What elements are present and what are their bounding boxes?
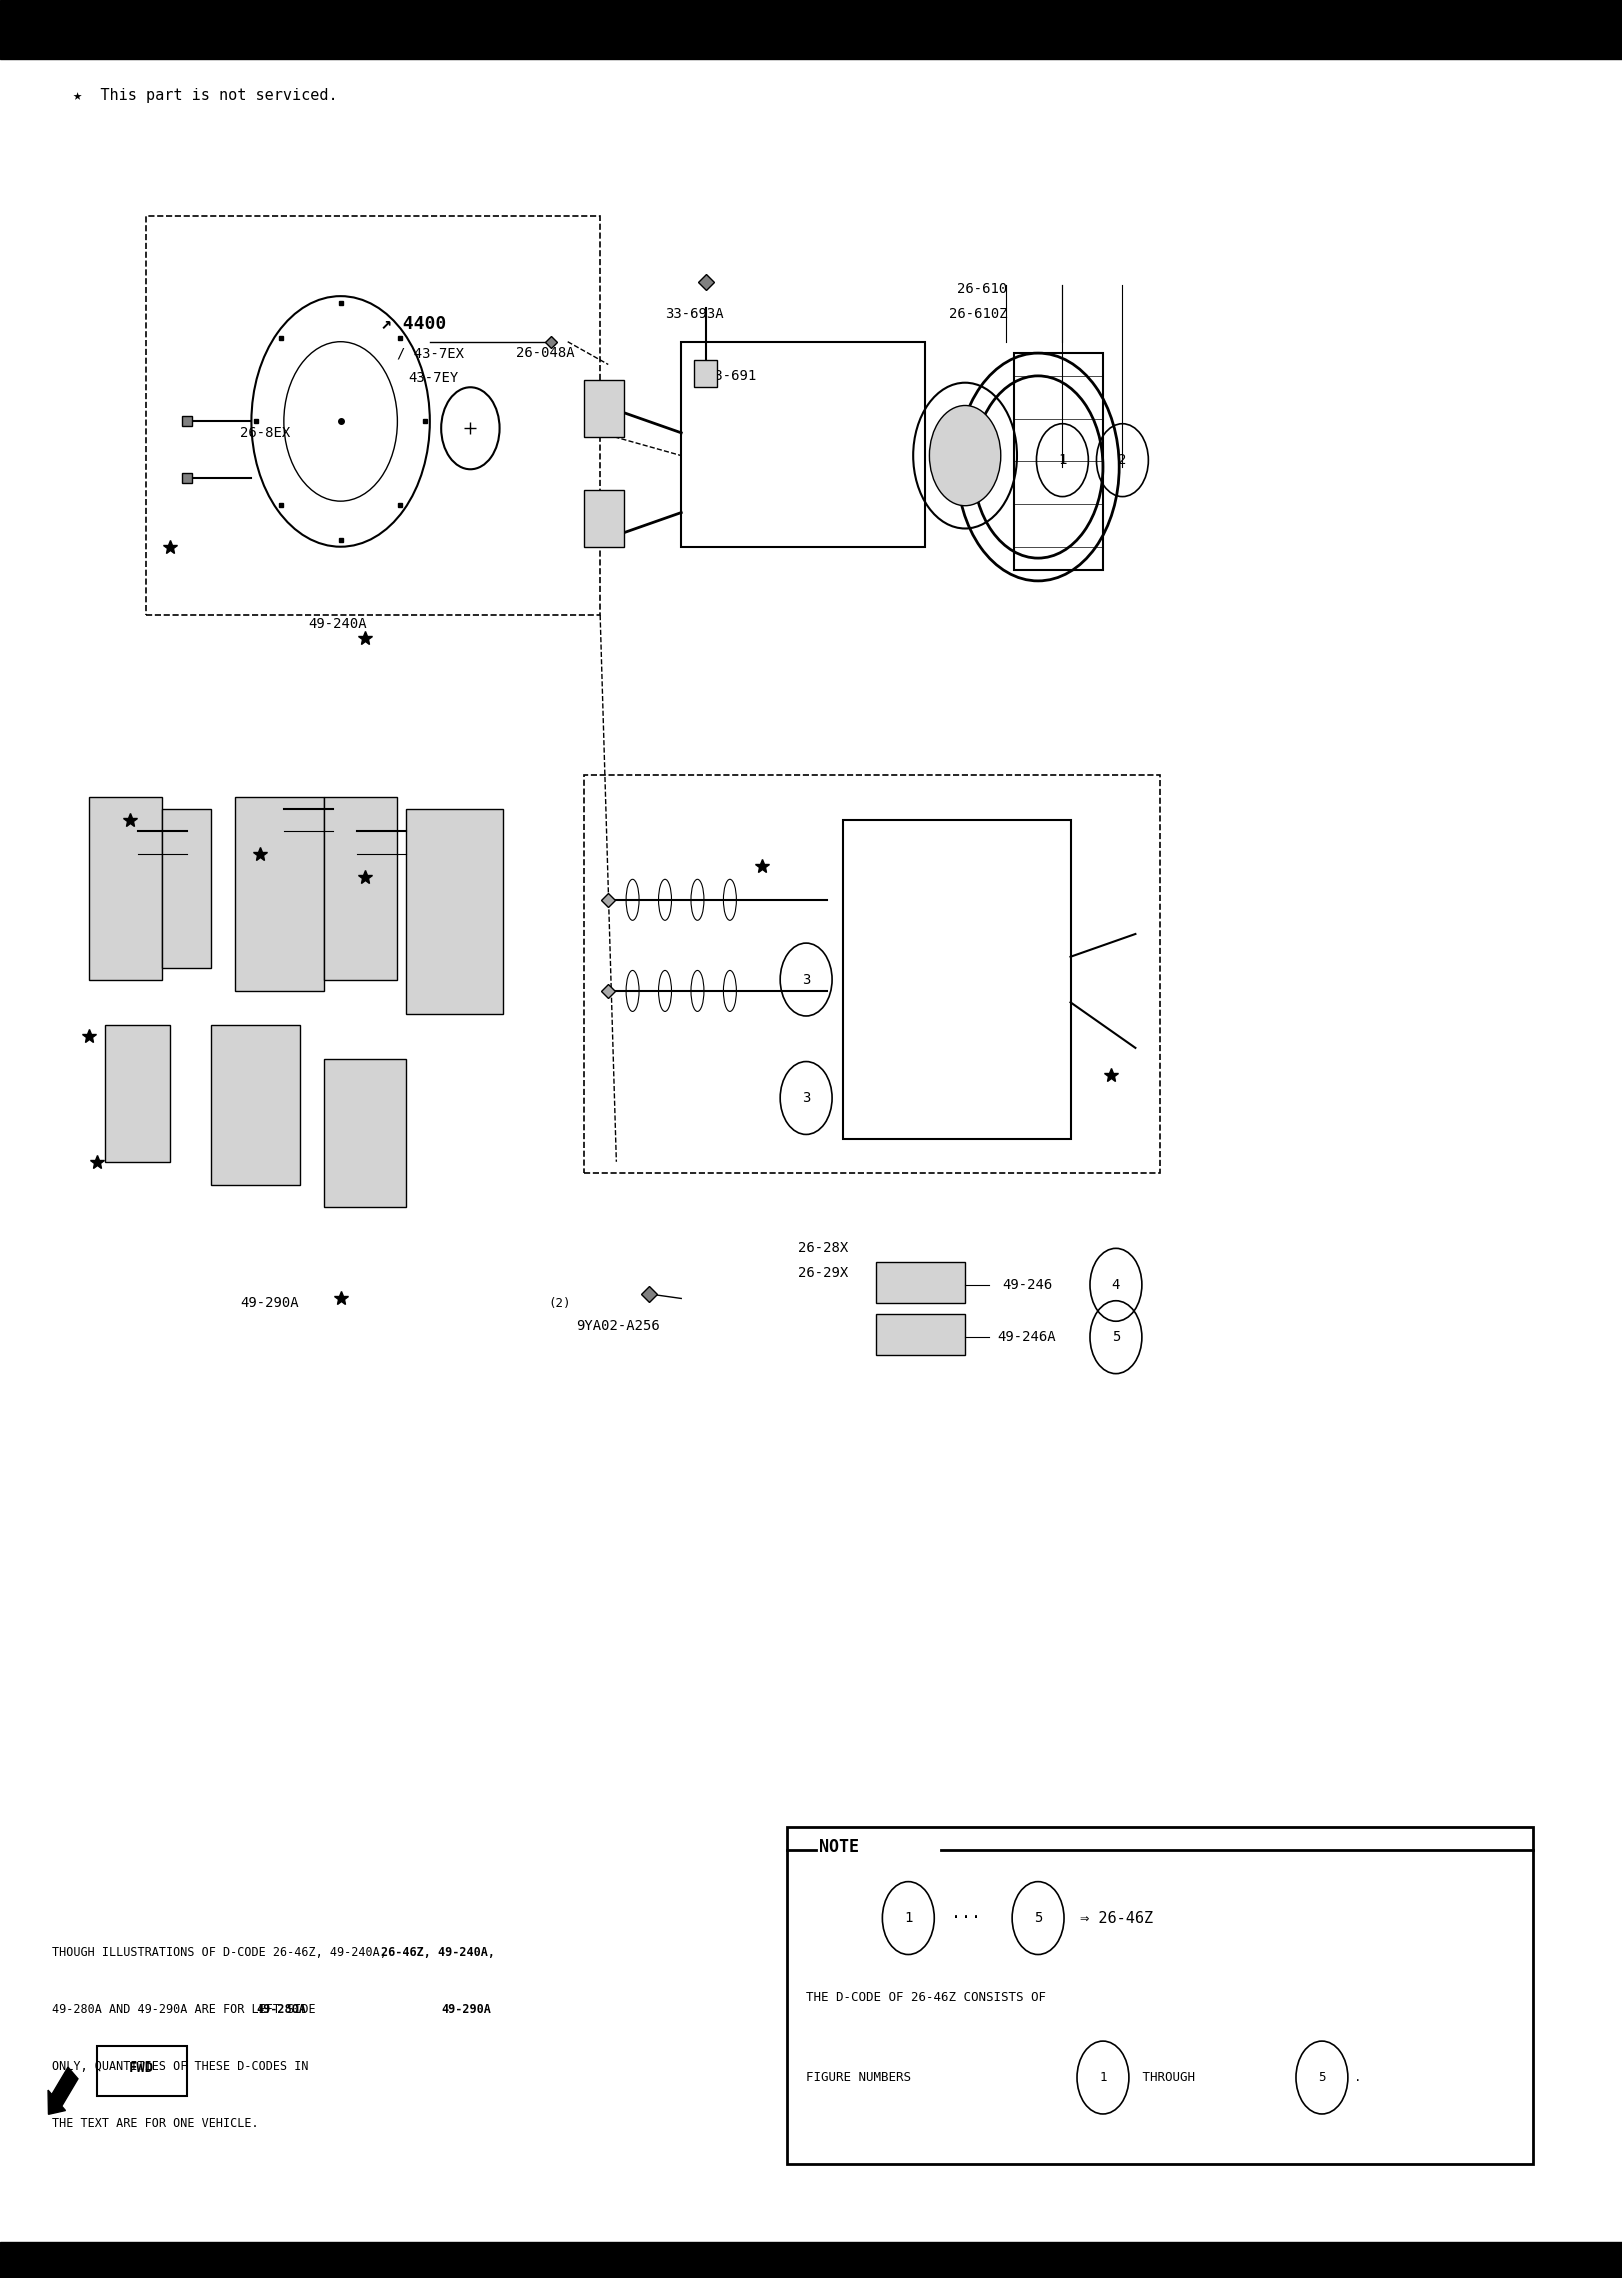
Text: 5: 5 (1319, 2071, 1325, 2084)
Text: 5: 5 (1111, 1330, 1121, 1344)
Text: 1: 1 (1058, 453, 1067, 467)
Text: 3: 3 (801, 1091, 811, 1105)
Bar (876, 1314, 965, 1355)
Text: 49-280A: 49-280A (256, 2002, 307, 2016)
Text: 43-7EY: 43-7EY (409, 371, 459, 385)
Text: 49-280A: 49-280A (240, 863, 298, 877)
Text: 49-246: 49-246 (1002, 1278, 1053, 1292)
Text: 4: 4 (1111, 1278, 1121, 1292)
Text: ONLY, QUANTITIES OF THESE D-CODES IN: ONLY, QUANTITIES OF THESE D-CODES IN (52, 2059, 308, 2073)
Text: 49-280A AND 49-290A ARE FOR LEFT SIDE: 49-280A AND 49-290A ARE FOR LEFT SIDE (52, 2002, 316, 2016)
Text: 33-691: 33-691 (706, 369, 756, 383)
Text: 49-290A: 49-290A (240, 1296, 298, 1310)
Text: 1: 1 (903, 1911, 913, 1925)
Text: 5: 5 (1033, 1911, 1043, 1925)
Text: FIGURE NUMBERS: FIGURE NUMBERS (806, 2071, 912, 2084)
Text: (2): (2) (548, 1296, 571, 1310)
Text: 26-610: 26-610 (957, 282, 1007, 296)
Bar (694, 360, 717, 387)
Text: 2: 2 (1118, 453, 1127, 467)
Text: ⇒ 26-46Z: ⇒ 26-46Z (1071, 1911, 1153, 1925)
Text: / 43-7EX: / 43-7EX (397, 346, 464, 360)
Text: 26-8EX: 26-8EX (240, 426, 290, 440)
Bar (162, 809, 211, 968)
Text: 9YA02-A256: 9YA02-A256 (576, 1319, 660, 1333)
Bar (876, 1262, 965, 1303)
Text: 26-610Z: 26-610Z (949, 308, 1007, 321)
Text: 26-46Z, 49-240A,: 26-46Z, 49-240A, (381, 1945, 495, 1959)
Bar (1014, 353, 1103, 570)
Text: .: . (1354, 2071, 1362, 2084)
FancyArrow shape (49, 2066, 78, 2114)
Text: THOUGH ILLUSTRATIONS OF D-CODE 26-46Z, 49-240A,: THOUGH ILLUSTRATIONS OF D-CODE 26-46Z, 4… (52, 1945, 386, 1959)
Bar (324, 797, 397, 980)
Text: 49-240A: 49-240A (308, 617, 367, 631)
Text: ↗ 4400: ↗ 4400 (381, 314, 446, 333)
Text: ★  This part is not serviced.: ★ This part is not serviced. (73, 89, 337, 103)
Bar (0, 0, 1622, 59)
Text: ···: ··· (941, 1909, 991, 1927)
Text: 49-246A: 49-246A (998, 1330, 1056, 1344)
Bar (211, 1025, 300, 1185)
Text: THE TEXT ARE FOR ONE VEHICLE.: THE TEXT ARE FOR ONE VEHICLE. (52, 2116, 258, 2130)
FancyBboxPatch shape (787, 1827, 1533, 2164)
Text: THE D-CODE OF 26-46Z CONSISTS OF: THE D-CODE OF 26-46Z CONSISTS OF (806, 1991, 1046, 2005)
Text: 33-693A: 33-693A (665, 308, 723, 321)
Bar (584, 380, 624, 437)
Bar (235, 797, 324, 991)
Bar (105, 1025, 170, 1162)
Text: NOTE: NOTE (819, 1838, 860, 1857)
Bar (406, 809, 503, 1014)
Text: 26-28X: 26-28X (798, 1242, 848, 1255)
Text: 1: 1 (1100, 2071, 1106, 2084)
Bar (681, 342, 925, 547)
Circle shape (929, 405, 1001, 506)
Bar (843, 820, 1071, 1139)
Text: 49-290A: 49-290A (441, 2002, 491, 2016)
Bar (89, 797, 162, 980)
Text: THROUGH: THROUGH (1135, 2071, 1204, 2084)
Text: FWD: FWD (128, 2062, 154, 2075)
Bar (324, 1059, 406, 1207)
Text: 26-048A: 26-048A (516, 346, 574, 360)
Text: 26-29X: 26-29X (798, 1267, 848, 1280)
Text: 3: 3 (801, 973, 811, 986)
Bar (584, 490, 624, 547)
Bar (0, 2242, 1622, 2278)
